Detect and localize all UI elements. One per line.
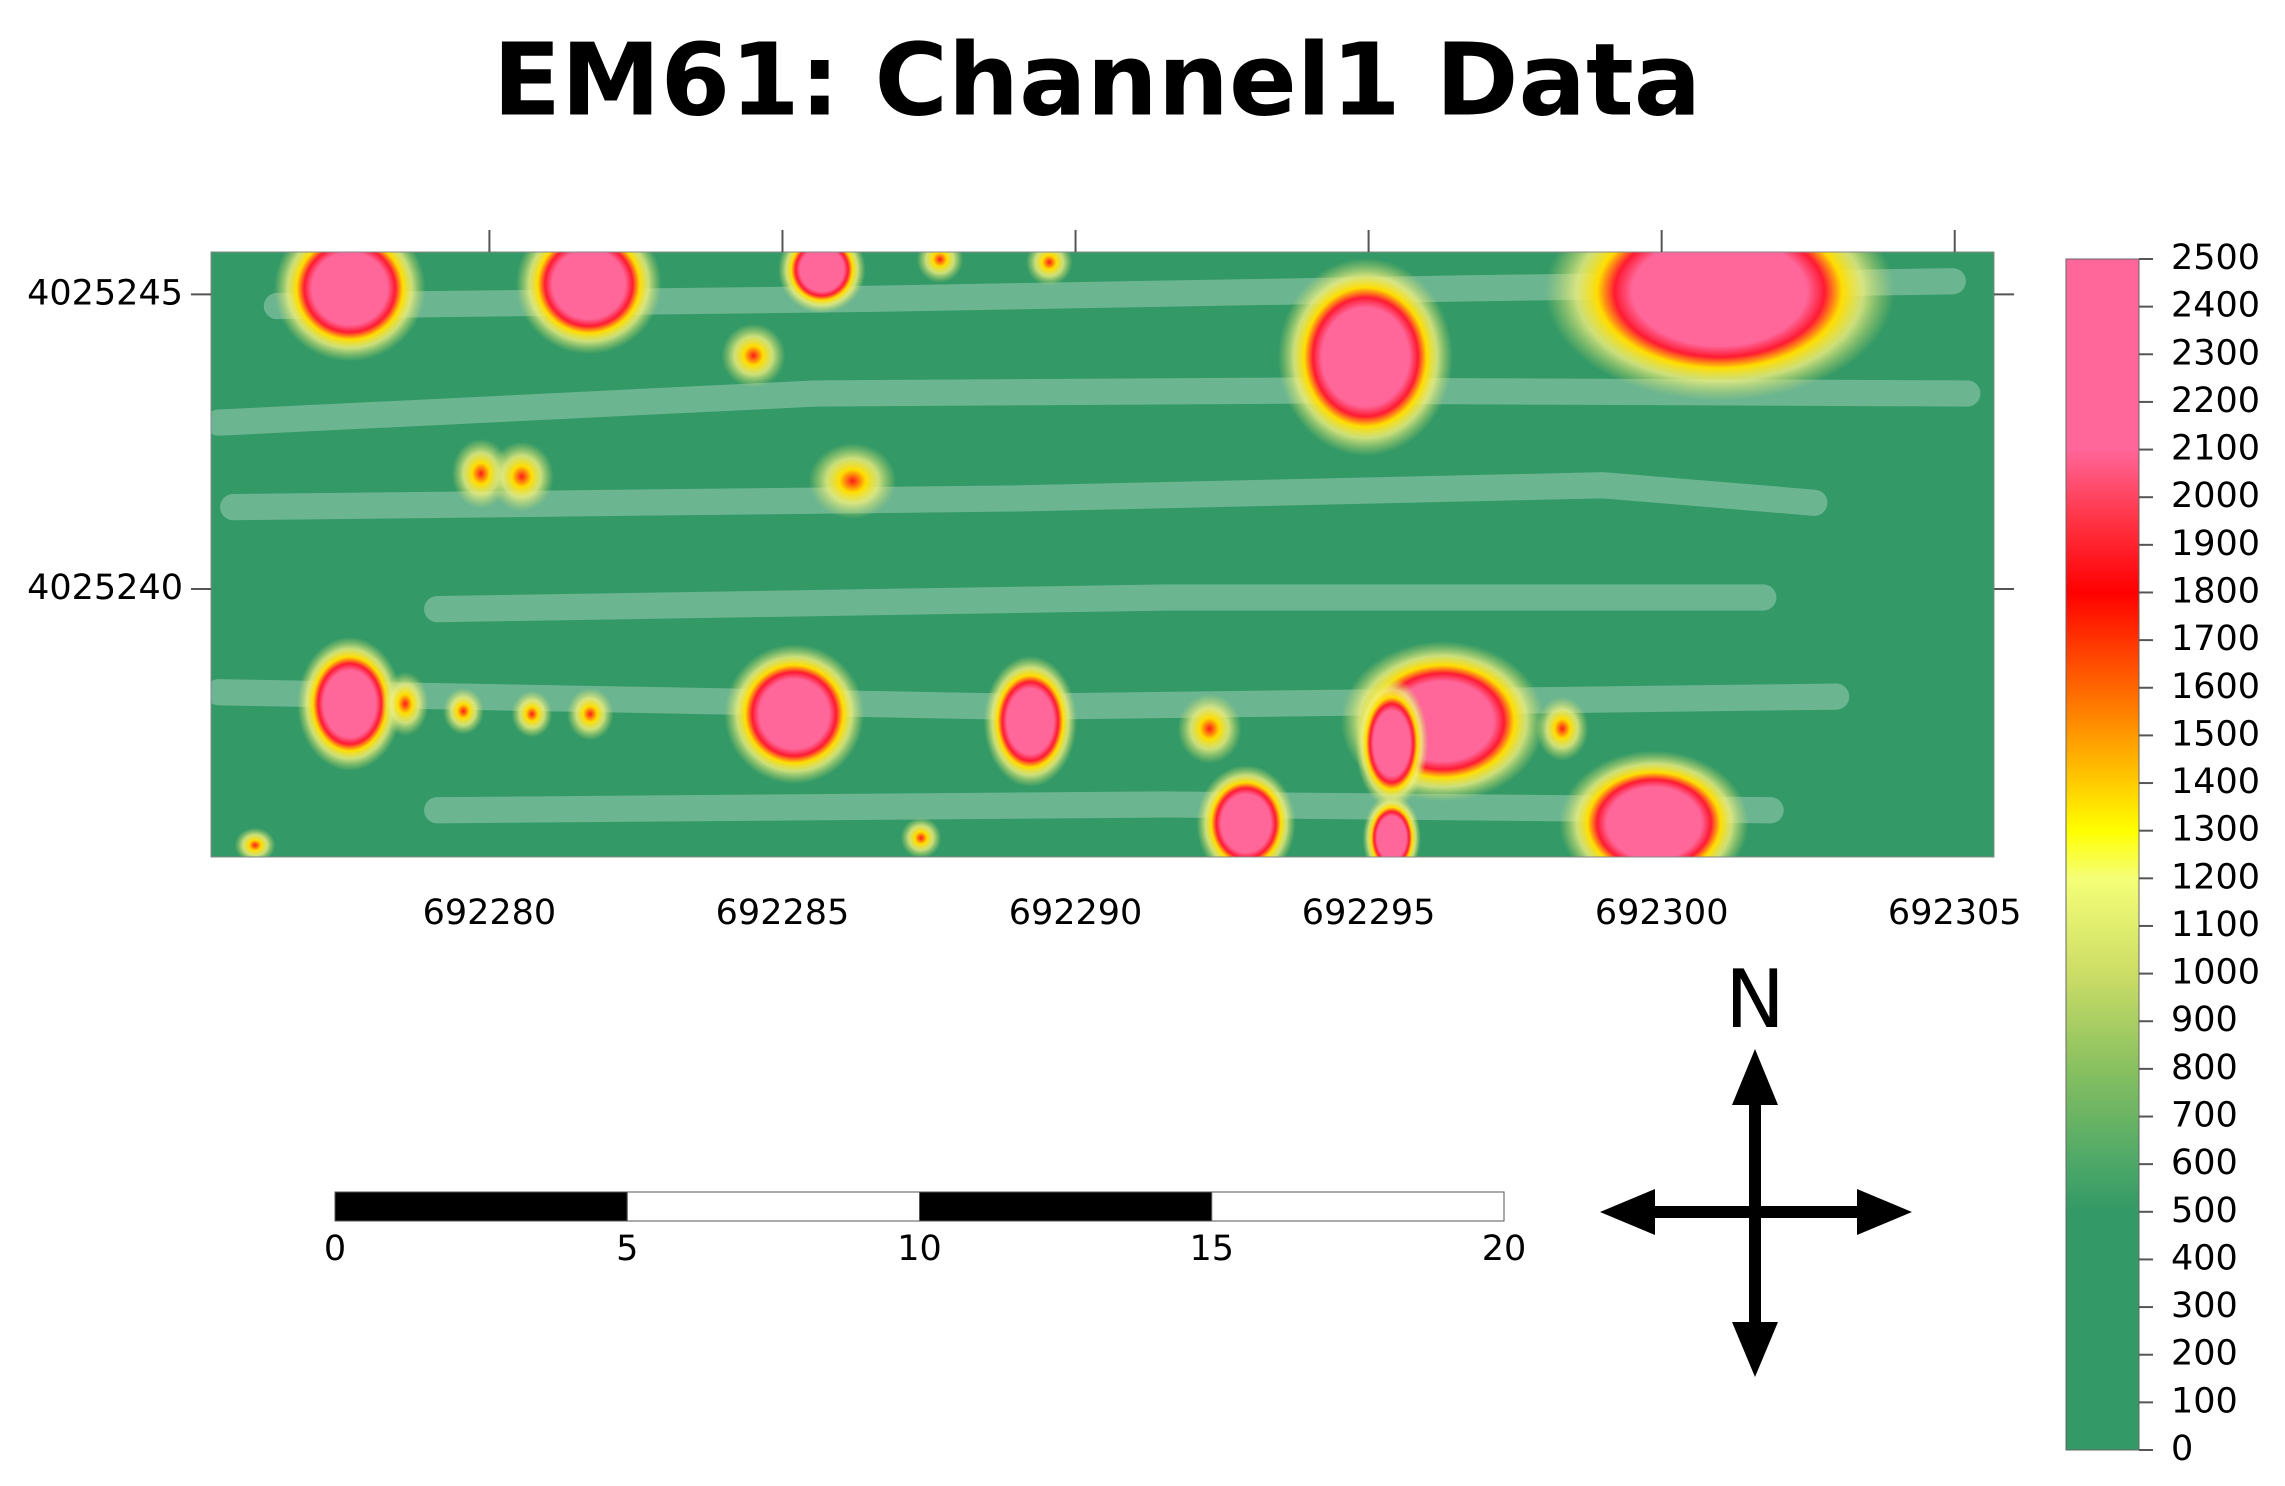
colorbar-tick-label: 800 xyxy=(2171,1048,2238,1088)
colorbar-tick-label: 2200 xyxy=(2171,381,2260,421)
scale-bar-label: 0 xyxy=(324,1229,346,1269)
colorbar-tick-label: 1100 xyxy=(2171,905,2260,945)
colorbar-tick-label: 200 xyxy=(2171,1334,2238,1374)
x-tick-label: 692305 xyxy=(1888,893,2022,933)
x-tick-label: 692290 xyxy=(1009,893,1143,933)
colorbar-tick-label: 1200 xyxy=(2171,857,2260,897)
colorbar-tick-label: 1400 xyxy=(2171,762,2260,802)
north-arrow xyxy=(1600,1049,1912,1377)
colorbar-tick-label: 2500 xyxy=(2171,238,2260,278)
y-tick-label: 4025245 xyxy=(27,273,183,313)
scale-bar-segment xyxy=(919,1191,1213,1222)
colorbar-tick-label: 1800 xyxy=(2171,571,2260,611)
plot-frame xyxy=(210,251,1995,858)
colorbar-tick-label: 1000 xyxy=(2171,953,2260,993)
scale-bar-segment xyxy=(334,1191,628,1222)
map-title: EM61: Channel1 Data xyxy=(493,21,1702,138)
colorbar-tick-label: 2300 xyxy=(2171,333,2260,373)
north-label: N xyxy=(1725,953,1785,1046)
y-tick-label: 4025240 xyxy=(27,568,183,608)
anomalies xyxy=(211,252,1981,857)
colorbar-tick-label: 0 xyxy=(2171,1429,2193,1469)
colorbar-tick-label: 500 xyxy=(2171,1191,2238,1231)
colorbar-tick-label: 2400 xyxy=(2171,286,2260,326)
scale-bar-label: 15 xyxy=(1189,1229,1234,1269)
colorbar-tick-label: 1300 xyxy=(2171,810,2260,850)
colorbar-tick-label: 300 xyxy=(2171,1286,2238,1326)
colorbar-tick-label: 1700 xyxy=(2171,619,2260,659)
x-tick-label: 692295 xyxy=(1302,893,1436,933)
colorbar-tick-label: 400 xyxy=(2171,1238,2238,1278)
x-tick-label: 692280 xyxy=(423,893,557,933)
colorbar-tick-label: 700 xyxy=(2171,1096,2238,1136)
scale-bar-label: 20 xyxy=(1482,1229,1527,1269)
scale-bar-segment xyxy=(626,1191,920,1222)
colorbar-tick-label: 2000 xyxy=(2171,476,2260,516)
x-tick-label: 692300 xyxy=(1595,893,1729,933)
colorbar-tick-label: 900 xyxy=(2171,1000,2238,1040)
scale-bar-label: 10 xyxy=(897,1229,942,1269)
colorbar-tick-label: 1500 xyxy=(2171,714,2260,754)
colorbar-tick-label: 2100 xyxy=(2171,429,2260,469)
colorbar xyxy=(2065,258,2140,1451)
scale-bar-segment xyxy=(1211,1191,1505,1222)
colorbar-tick-label: 1900 xyxy=(2171,524,2260,564)
x-tick-label: 692285 xyxy=(716,893,850,933)
colorbar-tick-label: 1600 xyxy=(2171,667,2260,707)
scale-bar-label: 5 xyxy=(616,1229,638,1269)
colorbar-tick-label: 100 xyxy=(2171,1381,2238,1421)
colorbar-tick-label: 600 xyxy=(2171,1143,2238,1183)
